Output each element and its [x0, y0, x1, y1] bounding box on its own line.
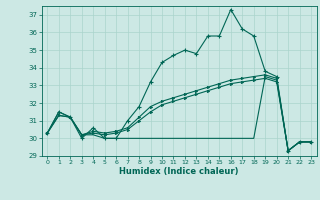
- X-axis label: Humidex (Indice chaleur): Humidex (Indice chaleur): [119, 167, 239, 176]
